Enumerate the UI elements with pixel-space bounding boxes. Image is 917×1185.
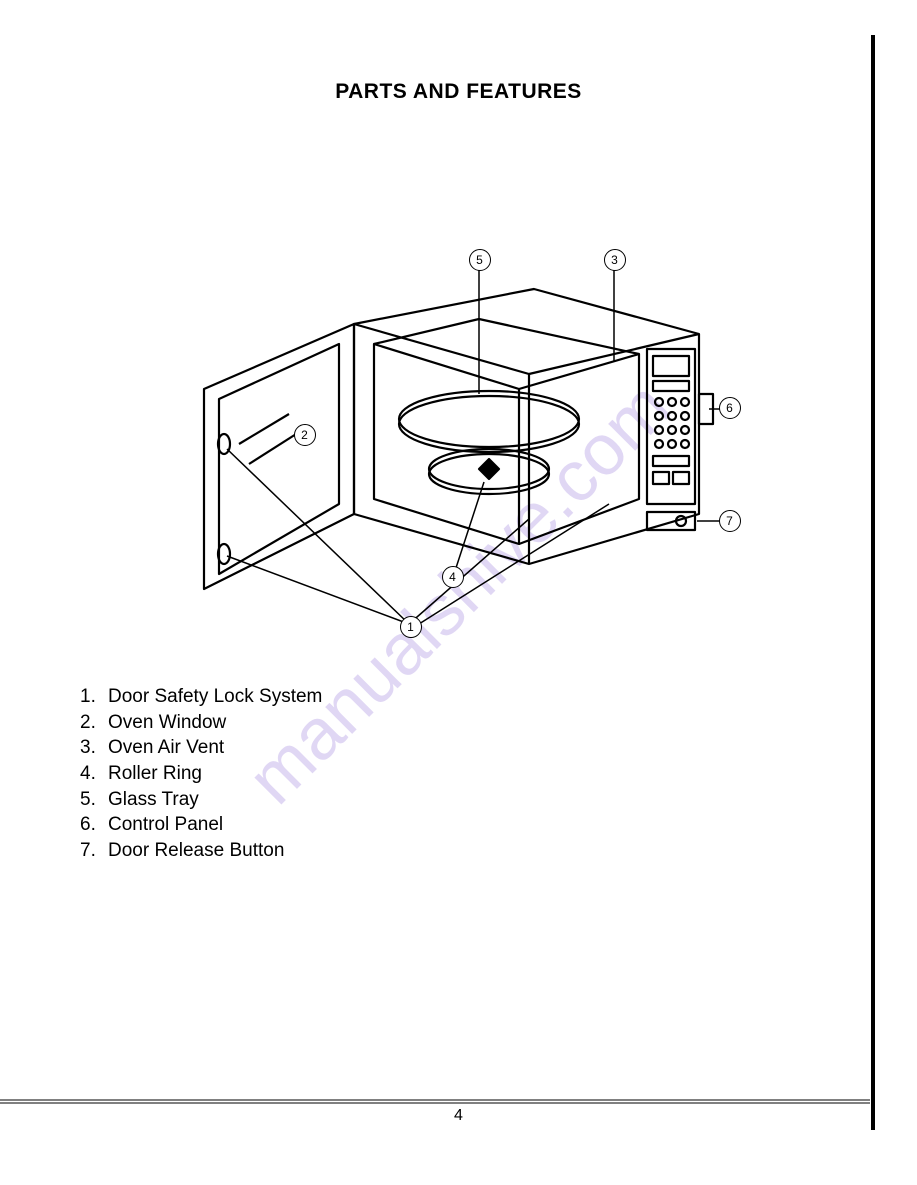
parts-list: 1. Door Safety Lock System 2. Oven Windo…	[80, 684, 857, 863]
list-label: Door Release Button	[108, 838, 284, 864]
list-label: Door Safety Lock System	[108, 684, 322, 710]
list-label: Glass Tray	[108, 787, 199, 813]
microwave-diagram: 5 3 2 1 4 6 7	[179, 244, 739, 644]
list-item: 1. Door Safety Lock System	[80, 684, 857, 710]
right-border	[871, 35, 875, 1130]
callout-1: 1	[400, 616, 422, 638]
list-num: 2.	[80, 710, 108, 736]
callout-5: 5	[469, 249, 491, 271]
list-num: 7.	[80, 838, 108, 864]
list-item: 4. Roller Ring	[80, 761, 857, 787]
list-label: Oven Air Vent	[108, 735, 224, 761]
list-item: 5. Glass Tray	[80, 787, 857, 813]
page-title: PARTS AND FEATURES	[60, 80, 857, 104]
callout-3: 3	[604, 249, 626, 271]
list-item: 2. Oven Window	[80, 710, 857, 736]
list-item: 6. Control Panel	[80, 812, 857, 838]
bottom-rule	[0, 1092, 875, 1095]
list-num: 5.	[80, 787, 108, 813]
list-label: Oven Window	[108, 710, 226, 736]
list-num: 1.	[80, 684, 108, 710]
list-label: Roller Ring	[108, 761, 202, 787]
list-label: Control Panel	[108, 812, 223, 838]
callout-4: 4	[442, 566, 464, 588]
list-num: 6.	[80, 812, 108, 838]
callout-6: 6	[719, 397, 741, 419]
page: PARTS AND FEATURES manualshive.com	[0, 0, 917, 1185]
list-num: 3.	[80, 735, 108, 761]
page-number: 4	[454, 1107, 463, 1125]
callout-7: 7	[719, 510, 741, 532]
callout-2: 2	[294, 424, 316, 446]
list-num: 4.	[80, 761, 108, 787]
list-item: 3. Oven Air Vent	[80, 735, 857, 761]
list-item: 7. Door Release Button	[80, 838, 857, 864]
